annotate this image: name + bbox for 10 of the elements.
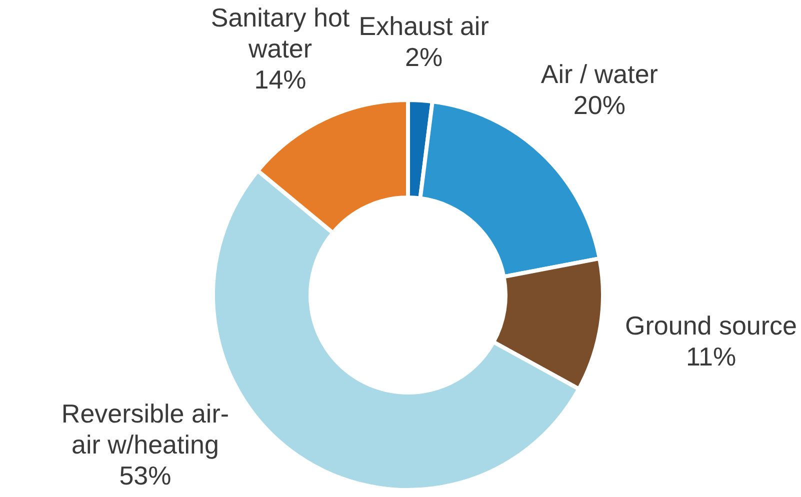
slice-label: Sanitary hot water (210, 2, 350, 64)
slice-label: Exhaust air (358, 11, 490, 42)
data-label: 14% (254, 64, 306, 95)
slice-label: Ground source (625, 310, 797, 341)
data-label: 20% (573, 90, 626, 120)
data-label: 53% (119, 460, 172, 491)
slice-label: Air / water (540, 58, 658, 89)
slice-label: Reversible air-air w/heating (61, 398, 230, 460)
data-label: 2% (405, 42, 443, 72)
data-label: 11% (686, 342, 736, 372)
